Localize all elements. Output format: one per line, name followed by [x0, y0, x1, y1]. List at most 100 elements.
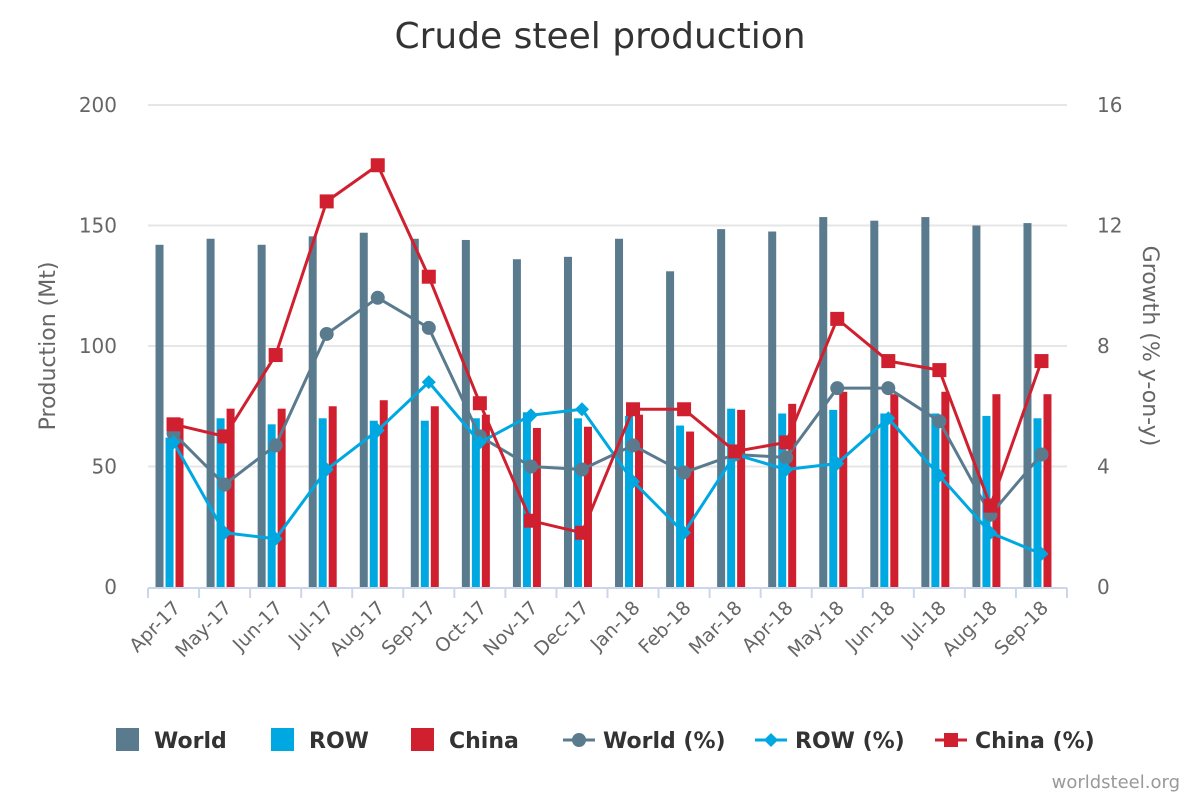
bar-world [359, 232, 368, 588]
bar-china [737, 409, 746, 587]
bar-row [880, 413, 889, 587]
x-tick-label: May-17 [171, 597, 236, 662]
point-row-pct [472, 435, 487, 450]
bar-china [788, 403, 797, 587]
bar-row [471, 418, 480, 587]
line-row-pct [172, 380, 1043, 556]
point-china-pct [166, 417, 181, 432]
x-tick-label: Nov-17 [479, 597, 542, 660]
bar-china [941, 391, 950, 587]
point-china-pct [728, 444, 743, 459]
legend-item-china[interactable]: China [411, 728, 519, 754]
point-china-pct [217, 429, 232, 444]
point-china-pct [830, 311, 845, 326]
bar-world [717, 229, 726, 588]
bar-world [155, 244, 164, 587]
grid-lines [148, 104, 1067, 468]
point-china-pct [677, 402, 692, 417]
point-world-pct [626, 438, 641, 453]
x-tick-label: Mar-18 [685, 597, 747, 659]
bar-world [410, 238, 419, 587]
point-china-pct [779, 435, 794, 450]
point-row-pct [932, 468, 947, 483]
chart-title: Crude steel production [394, 16, 805, 57]
series-lines [166, 158, 1049, 561]
line-world-pct [172, 296, 1043, 517]
point-world-pct [319, 326, 334, 341]
point-china-pct [574, 525, 589, 540]
y-tick-label: 150 [79, 214, 117, 238]
legend-label: China (%) [975, 729, 1095, 754]
point-china-pct [523, 513, 538, 528]
x-tick-label: Aug-17 [326, 597, 390, 661]
legend-label: World (%) [603, 729, 726, 754]
bar-china [532, 427, 541, 587]
x-tick-label: May-18 [784, 597, 849, 662]
y2-axis-title: Growth (% y-on-y) [1137, 246, 1162, 447]
y-tick-label: 100 [79, 334, 117, 358]
line-china-pct [173, 163, 1043, 535]
legend-marker [764, 733, 778, 747]
point-row-pct [830, 456, 845, 471]
legend-item-row-pct[interactable]: ROW (%) [755, 729, 905, 754]
legend: World ROW China World (%) ROW (%) China (%) [116, 728, 1095, 754]
bar-world [257, 244, 266, 587]
bar-world [666, 271, 675, 587]
point-china-pct [881, 354, 896, 369]
y-axis-title: Production (Mt) [36, 262, 61, 431]
legend-item-row[interactable]: ROW [271, 728, 369, 754]
credit-text[interactable]: worldsteel.org [1052, 772, 1180, 793]
point-world-pct [1034, 447, 1049, 462]
legend-item-china-pct[interactable]: China (%) [935, 729, 1095, 754]
y2-tick-label: 8 [1097, 334, 1110, 358]
legend-label: World [154, 729, 227, 754]
bar-china [1043, 394, 1052, 587]
point-row-pct [574, 402, 589, 417]
y-tick-label: 0 [104, 575, 117, 599]
bar-world [461, 239, 470, 587]
point-china-pct [472, 396, 487, 411]
point-row-pct [1034, 546, 1049, 561]
x-tick-label: Aug-18 [938, 597, 1002, 661]
point-china-pct [626, 402, 641, 417]
legend-marker [944, 733, 958, 747]
bar-row [778, 413, 787, 587]
point-world-pct [574, 462, 589, 477]
legend-item-world-pct[interactable]: World (%) [563, 729, 726, 754]
bar-world [615, 238, 624, 587]
bar-row [165, 437, 174, 587]
point-row-pct [626, 474, 641, 489]
axes: 0501001502000481216Apr-17May-17Jun-17Jul… [79, 93, 1123, 662]
x-tick-label: Dec-17 [530, 597, 594, 661]
y-tick-label: 200 [79, 93, 117, 117]
point-row-pct [523, 408, 538, 423]
point-row-pct [881, 411, 896, 426]
x-tick-label: Feb-18 [634, 597, 695, 658]
point-world-pct [421, 320, 436, 335]
bar-world [768, 231, 777, 587]
bar-china [481, 414, 490, 587]
point-china-pct [370, 158, 385, 173]
bar-world [921, 217, 930, 587]
bar-row [931, 413, 940, 587]
point-row-pct [319, 462, 334, 477]
legend-label: ROW [309, 729, 369, 754]
point-row-pct [268, 531, 283, 546]
bar-china [379, 400, 388, 587]
point-world-pct [677, 465, 692, 480]
legend-item-world[interactable]: World [116, 728, 227, 754]
bar-china [686, 431, 695, 587]
legend-swatch [116, 728, 139, 751]
bar-row [267, 424, 276, 587]
bar-china [277, 408, 286, 587]
point-china-pct [268, 348, 283, 363]
bar-china [328, 406, 337, 587]
bar-row [573, 418, 582, 587]
point-world-pct [779, 450, 794, 465]
bar-row [216, 418, 225, 587]
bar-china [635, 414, 644, 587]
bars [155, 217, 1052, 588]
y2-tick-label: 16 [1097, 93, 1122, 117]
bar-china [226, 408, 235, 587]
bar-world [870, 220, 879, 587]
